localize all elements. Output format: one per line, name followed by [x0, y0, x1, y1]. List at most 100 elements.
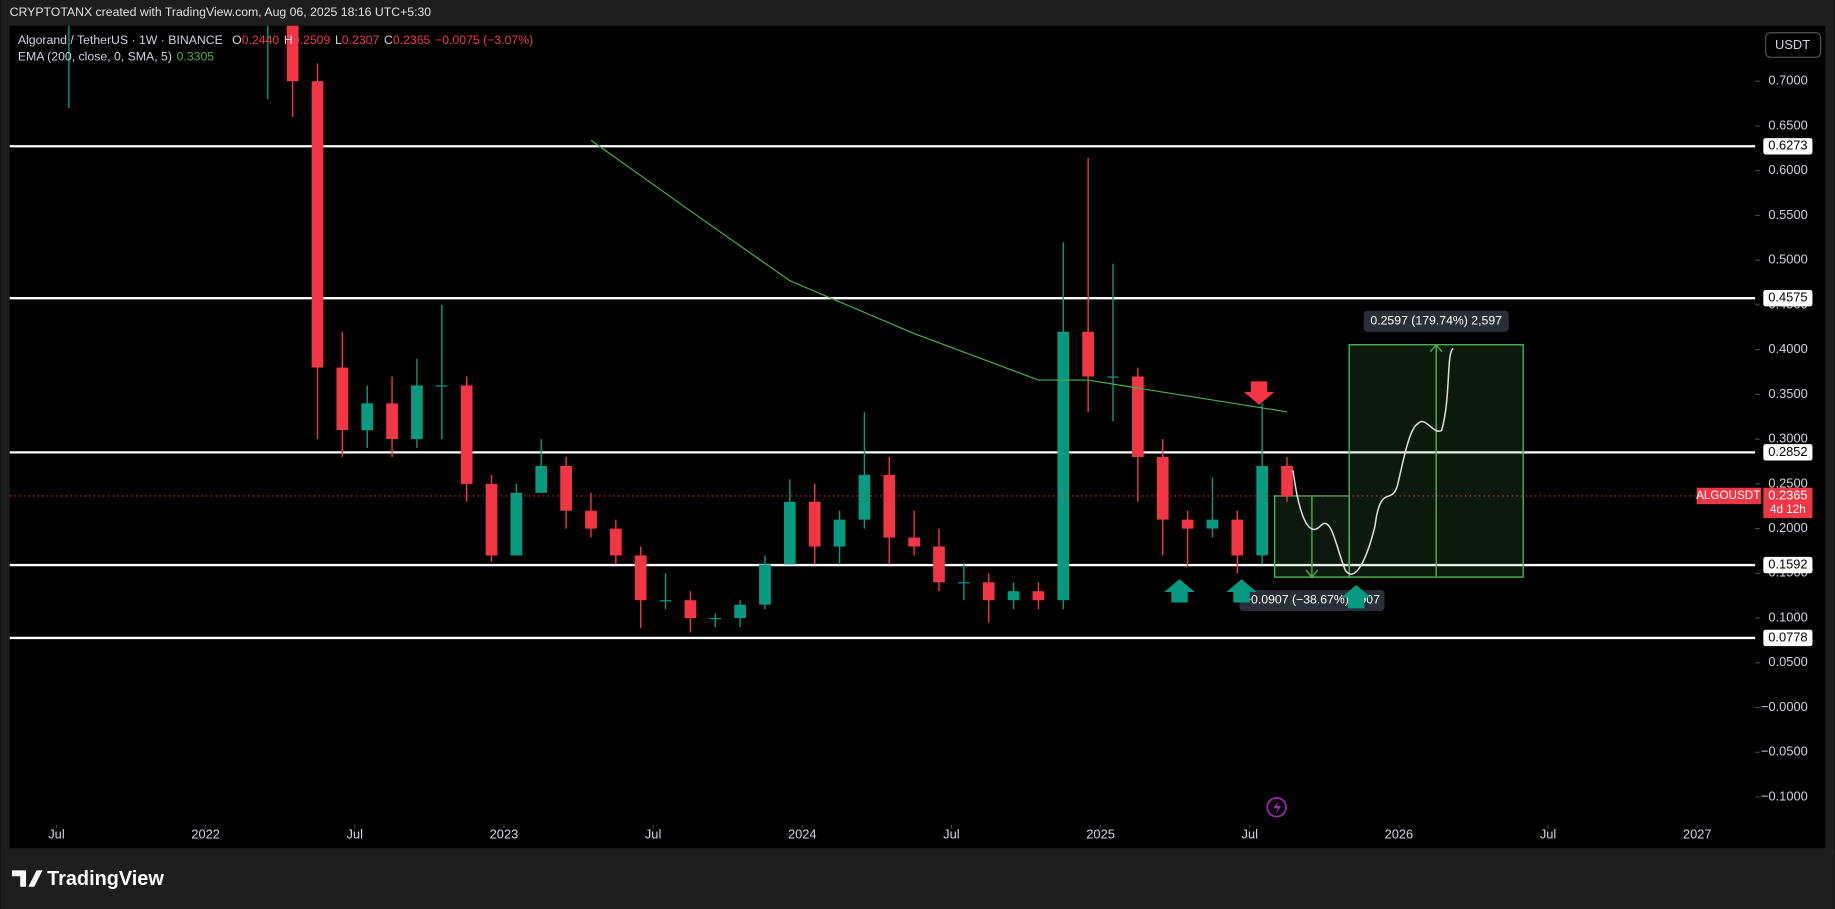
x-tick-label: Jul: [1242, 827, 1258, 842]
candle-body: [1231, 519, 1244, 556]
candle-body: [1107, 376, 1119, 378]
y-tick-label: 0.5000: [1768, 252, 1807, 267]
y-tick-label: 0.5500: [1768, 207, 1807, 222]
candle-body: [1132, 376, 1144, 458]
level-tag: [1763, 290, 1813, 307]
level-label: 0.1592: [1768, 556, 1807, 571]
candle-body: [684, 600, 697, 619]
y-tick-label: 0.1000: [1768, 609, 1807, 624]
candle-body: [1256, 465, 1269, 556]
y-tick-label: 0.3000: [1768, 431, 1807, 446]
y-tick-label: 0.2000: [1768, 520, 1807, 535]
candle-body: [659, 600, 672, 602]
measure-arrowhead: [1429, 343, 1443, 353]
ticker-label: ALGOUSDT: [1696, 489, 1760, 502]
legend-symbol: Algorand / TetherUS · 1W · BINANCE: [18, 33, 223, 47]
candle-body: [1156, 457, 1169, 520]
x-tick-label: Jul: [645, 827, 661, 842]
footer: [0, 850, 1835, 909]
level-tag: [1763, 629, 1813, 647]
brand-logo: [12, 870, 43, 887]
currency-button[interactable]: [1765, 32, 1822, 58]
candle-body: [609, 528, 622, 556]
candle-body: [1281, 465, 1293, 496]
candle-body: [908, 537, 920, 547]
candle-body: [1032, 591, 1045, 601]
level-tag: [1763, 556, 1813, 574]
up-arrow: [1164, 579, 1195, 603]
candle-body: [1181, 519, 1194, 529]
ema-value: 0.3305: [177, 50, 215, 64]
candle-body: [833, 519, 846, 547]
candle-body: [634, 555, 647, 601]
alert-bolt: [1273, 800, 1282, 815]
y-tick-label: 0.0500: [1768, 654, 1807, 669]
legend-key: H: [284, 33, 293, 47]
chart-pane: [9, 25, 1826, 849]
candle-body: [958, 582, 970, 584]
x-tick-label: 2026: [1385, 827, 1414, 842]
measure-arrowhead: [1305, 569, 1319, 579]
candle-body: [560, 465, 572, 511]
level-label: 0.6273: [1768, 138, 1807, 153]
level-tag: [1763, 444, 1813, 461]
ema-label: EMA (200, close, 0, SMA, 5): [18, 50, 172, 64]
alert-icon[interactable]: [1266, 796, 1287, 818]
up-arrow: [1340, 584, 1372, 609]
level-label: 0.0778: [1768, 629, 1807, 644]
candle-body: [808, 501, 821, 547]
legend-value: 0.2509: [293, 33, 331, 47]
candle-body: [336, 367, 349, 431]
y-tick-label: −0.0000: [1761, 699, 1808, 714]
candle-body: [1206, 519, 1219, 529]
legend-value: 0.2440: [242, 33, 280, 47]
down-arrow: [1243, 381, 1275, 405]
measure-label: 0.2597 (179.74%) 2,597: [1370, 314, 1502, 328]
candle-body: [435, 385, 448, 387]
candle-body: [510, 492, 523, 556]
legend-key: L: [335, 33, 342, 47]
candle-body: [933, 546, 945, 583]
candle-body: [709, 618, 722, 620]
ticker-tag: [1696, 487, 1761, 505]
x-tick-label: Jul: [48, 827, 64, 842]
x-tick-label: 2022: [191, 827, 220, 842]
candle-body: [734, 604, 746, 619]
y-tick-label: 0.4000: [1768, 341, 1807, 356]
y-tick-label: 0.6000: [1768, 162, 1807, 177]
candle-body: [585, 510, 597, 529]
legend-value: 0.2365: [393, 33, 431, 47]
candle-body: [759, 564, 771, 605]
price-label: 0.2365: [1768, 487, 1807, 502]
up-arrow: [1226, 579, 1257, 603]
y-tick-label: 0.3500: [1768, 386, 1807, 401]
x-tick-label: Jul: [347, 827, 363, 842]
legend-change: −0.0075 (−3.07%): [435, 33, 533, 47]
y-tick-label: −0.0500: [1761, 744, 1808, 759]
header-title: CRYPTOTANX created with TradingView.com,…: [10, 5, 432, 19]
level-tag: [1763, 138, 1813, 155]
y-tick-label: −0.1000: [1761, 788, 1808, 803]
x-tick-label: Jul: [1540, 827, 1556, 842]
level-label: 0.2852: [1768, 444, 1807, 459]
candle-body: [361, 403, 374, 431]
legend-value: 0.2307: [342, 33, 380, 47]
candle-body: [1057, 331, 1070, 601]
x-tick-label: 2023: [490, 827, 519, 842]
currency-label[interactable]: USDT: [1775, 37, 1810, 52]
x-tick-label: 2027: [1683, 827, 1712, 842]
candle-body: [1007, 591, 1020, 601]
x-tick-label: 2024: [788, 827, 817, 842]
price-tag: [1763, 487, 1813, 519]
candle-body: [535, 465, 548, 493]
candle-body: [858, 474, 871, 520]
projection-path: [1292, 347, 1454, 575]
x-tick-label: 2025: [1086, 827, 1115, 842]
y-tick-label: 0.2500: [1768, 475, 1807, 490]
level-label: 0.4575: [1768, 290, 1807, 305]
candle-body: [460, 385, 473, 484]
candle-body: [311, 81, 324, 368]
candle-body: [982, 582, 995, 601]
candle-body: [411, 385, 423, 440]
